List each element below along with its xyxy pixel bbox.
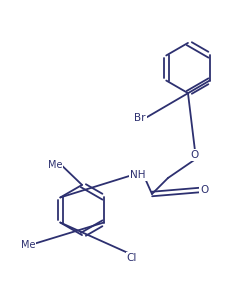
Text: Cl: Cl bbox=[126, 253, 137, 263]
Text: Me: Me bbox=[48, 160, 62, 170]
Text: Br: Br bbox=[134, 113, 145, 123]
Text: O: O bbox=[200, 185, 208, 195]
Text: Me: Me bbox=[21, 240, 35, 250]
Text: NH: NH bbox=[130, 170, 145, 180]
Text: O: O bbox=[190, 150, 198, 160]
